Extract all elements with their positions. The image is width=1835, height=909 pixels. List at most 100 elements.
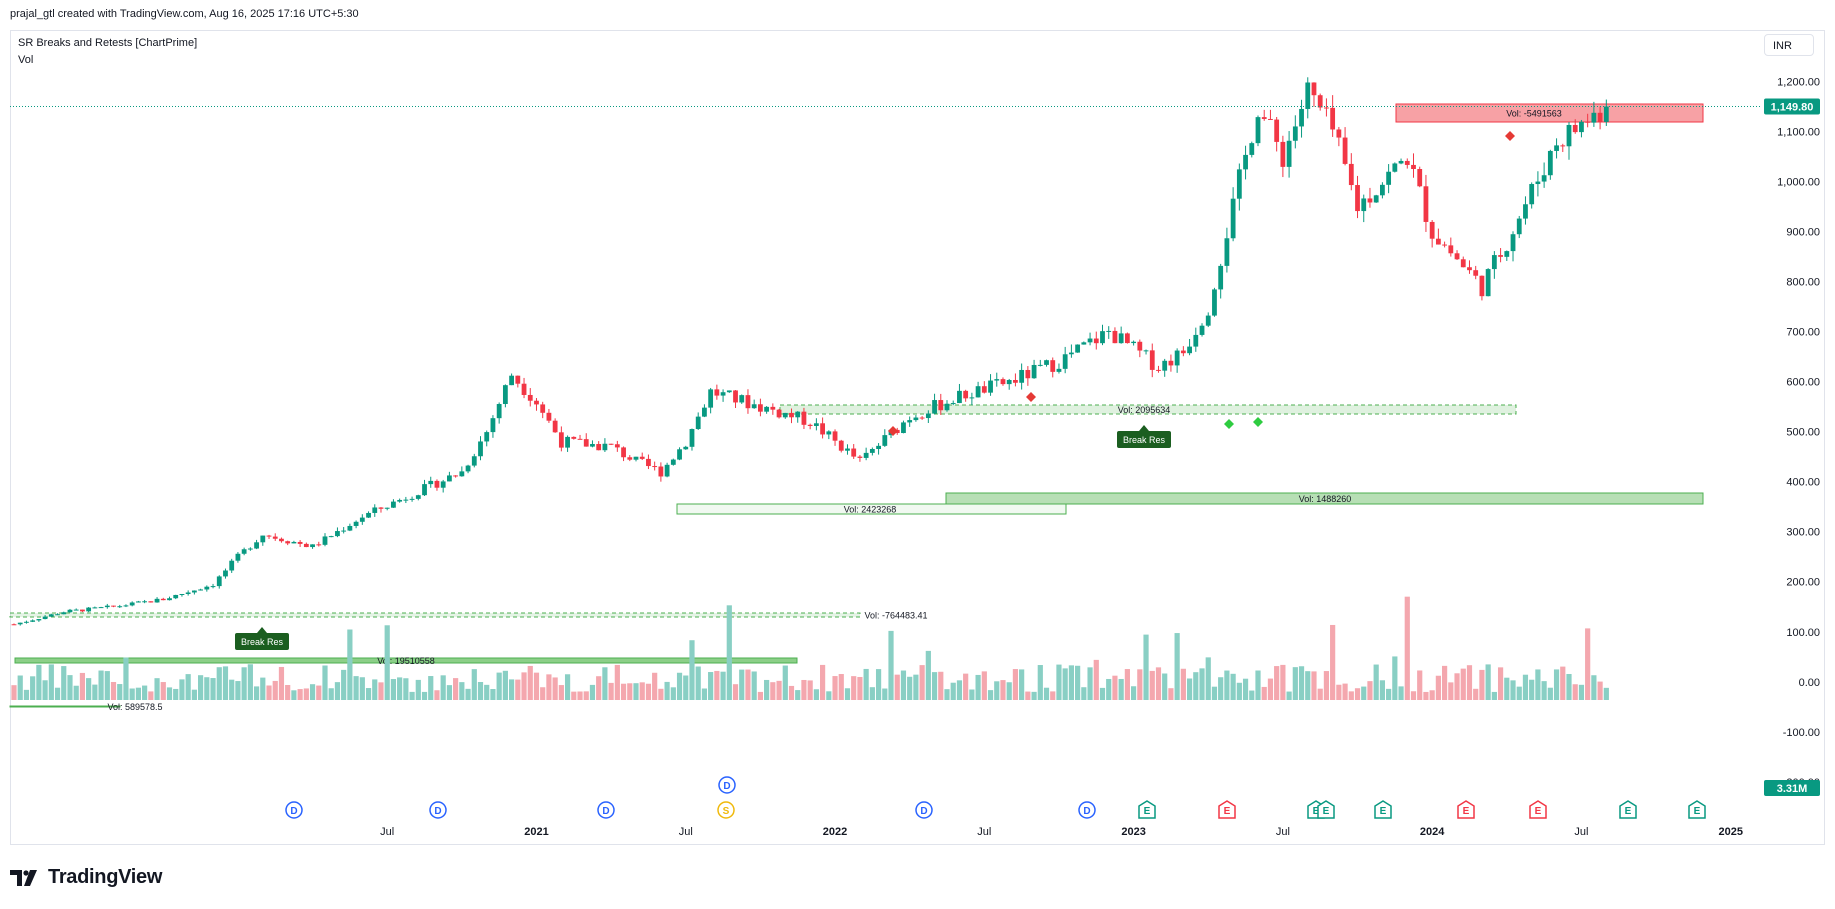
candle-body [1044, 360, 1049, 365]
volume-bar [1423, 691, 1429, 700]
time-axis-tick: 2021 [524, 826, 548, 838]
volume-bar [788, 685, 795, 700]
volume-bar [571, 691, 577, 700]
volume-bar [204, 677, 210, 700]
candle-body [1454, 253, 1460, 260]
candle-body [969, 397, 975, 399]
volume-bar [1093, 659, 1099, 700]
candle-body [210, 586, 216, 588]
candle-body [1603, 106, 1609, 122]
candle-body [546, 412, 552, 421]
volume-bar [1373, 664, 1379, 700]
candle-body [820, 423, 825, 435]
candle-body [403, 499, 409, 501]
candle-body [104, 605, 110, 608]
candle-body [1187, 346, 1192, 354]
candle-body [272, 536, 278, 539]
volume-bar [1541, 681, 1547, 700]
volume-bar [440, 675, 446, 700]
candle-body [658, 466, 664, 477]
volume-bar [1280, 664, 1286, 700]
candle-body [1093, 338, 1099, 344]
volume-bar [347, 629, 353, 700]
candle-body [646, 458, 651, 467]
candle-body [1448, 245, 1454, 254]
volume-bar [521, 672, 527, 700]
volume-bar [950, 682, 956, 700]
candle-body [247, 548, 253, 550]
volume-bar [956, 680, 963, 700]
volume-bar [403, 678, 409, 700]
candle-body [341, 530, 347, 532]
candle-body [1106, 330, 1112, 332]
volume-bar [54, 687, 61, 700]
volume-bar [1298, 666, 1305, 700]
candle-body [627, 457, 633, 460]
volume-bar [795, 690, 801, 700]
volume-bar [365, 688, 372, 700]
volume-bar [341, 669, 347, 700]
earnings-marker-icon [1457, 800, 1475, 819]
candle-body [1112, 330, 1118, 344]
candle-body [291, 541, 297, 544]
volume-bar [1603, 687, 1609, 700]
volume-bar [1560, 666, 1566, 700]
candles [11, 77, 1609, 626]
currency-button[interactable]: INR [1764, 34, 1814, 56]
volume-bar [471, 669, 477, 700]
volume-bar [857, 676, 863, 700]
volume-bar [216, 667, 222, 700]
event-marker-label: E [1463, 806, 1470, 817]
volume-bar [210, 678, 216, 700]
volume-bar [732, 684, 739, 700]
volume-bar [1081, 687, 1087, 700]
indicator-title[interactable]: SR Breaks and Retests [ChartPrime] [18, 37, 198, 49]
event-marker-label: D [1083, 806, 1090, 817]
candle-body [496, 404, 502, 419]
candle-body [614, 444, 620, 448]
volume-bar [720, 671, 726, 700]
volume-bar [652, 672, 658, 700]
candle-body [714, 389, 720, 396]
candle-body [1174, 350, 1180, 366]
candle-body [702, 407, 707, 417]
price-axis-tick: 800.00 [1786, 277, 1820, 289]
candle-body [1118, 333, 1124, 344]
volume-bar [1025, 691, 1031, 700]
tradingview-logo[interactable]: TradingView [10, 866, 162, 889]
time-axis-tick: 2024 [1420, 826, 1445, 838]
volume-bars [11, 596, 1609, 700]
candle-body [1348, 163, 1354, 186]
volume-bar [1062, 668, 1068, 700]
candle-body [142, 601, 148, 603]
volume-bar [86, 678, 92, 700]
volume-label[interactable]: Vol [18, 54, 34, 66]
candle-body [1100, 331, 1105, 344]
candle-body [254, 542, 259, 549]
candle-body [1373, 195, 1379, 203]
break-label-bg [235, 633, 289, 650]
volume-bar [813, 689, 819, 700]
candle-body [1050, 360, 1056, 372]
candle-body [1000, 379, 1006, 385]
volume-bar [1193, 672, 1199, 700]
event-markers: D D DDS D D E E E E E E E E E [285, 776, 1706, 819]
candle-body [310, 544, 315, 548]
candle-body [1504, 251, 1510, 257]
candle-body [17, 622, 23, 625]
last-price-badge [1764, 98, 1820, 115]
candle-body [266, 535, 272, 537]
candle-body [583, 439, 589, 447]
earnings-marker-icon [1317, 800, 1335, 819]
volume-bar [1236, 682, 1242, 700]
candle-body [1243, 154, 1248, 170]
volume-bar [67, 675, 73, 700]
retest-diamond [888, 426, 898, 436]
candle-body [378, 507, 384, 509]
candle-body [963, 390, 969, 399]
volume-bar [1224, 670, 1230, 700]
candle-body [683, 446, 689, 450]
volume-bar [608, 682, 614, 700]
volume-bar [509, 679, 515, 700]
